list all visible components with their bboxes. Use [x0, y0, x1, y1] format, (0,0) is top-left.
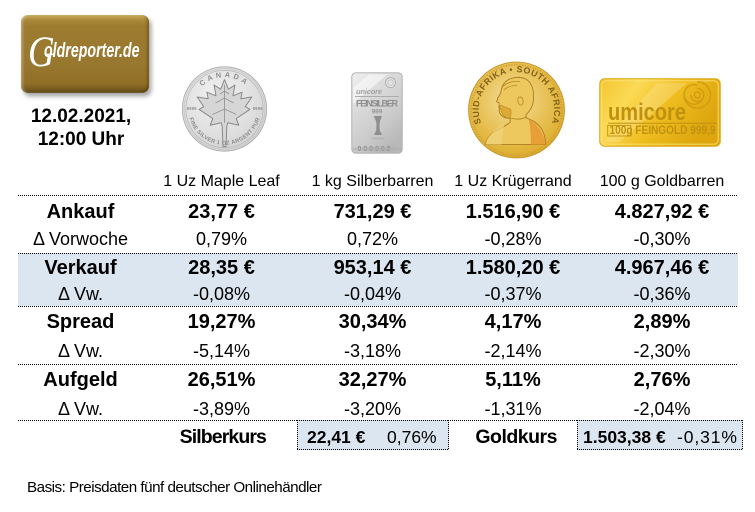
svg-text:9999: 9999 [187, 106, 197, 111]
svg-text:umicore: umicore [608, 99, 686, 126]
svg-text:Umicore: Umicore [371, 137, 384, 141]
svg-text:9999: 9999 [253, 106, 263, 111]
svg-text:FEINSILBER: FEINSILBER [356, 99, 399, 109]
svg-text:100g FEINGOLD 999,9: 100g FEINGOLD 999,9 [610, 125, 716, 137]
svg-text:999: 999 [372, 109, 383, 116]
svg-text:unicore: unicore [356, 87, 382, 96]
